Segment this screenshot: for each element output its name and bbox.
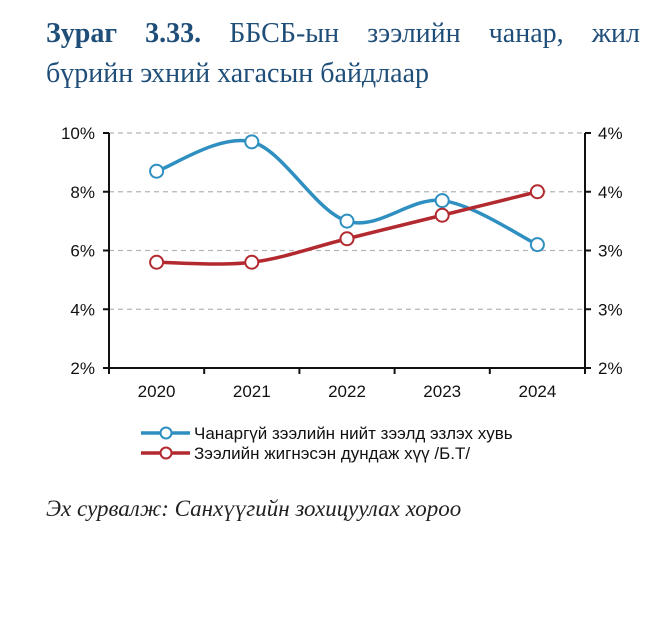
- right-tick-label: 3%: [598, 300, 623, 319]
- right-tick-label: 4%: [598, 124, 623, 143]
- left-tick-label: 4%: [70, 300, 95, 319]
- right-tick-label: 2%: [598, 359, 623, 378]
- legend: Чанаргүй зээлийн нийт зээлд эзлэх хувьЗэ…: [141, 424, 513, 463]
- data-point: [149, 254, 165, 270]
- legend-label: Зээлийн жигнэсэн дундаж хүү /Б.Т/: [194, 444, 470, 463]
- data-point: [244, 134, 260, 150]
- x-tick-label: 2020: [138, 382, 176, 401]
- x-tick-label: 2024: [518, 382, 556, 401]
- data-point: [529, 184, 545, 200]
- legend-swatch-marker: [159, 446, 173, 460]
- left-tick-label: 6%: [70, 242, 95, 261]
- figure-title: Зураг 3.33. ББСБ-ын зээлийн чанар, жил б…: [46, 14, 640, 94]
- data-point: [434, 193, 450, 209]
- right-axis-ticks: 4% 4% 3% 3% 2%: [585, 124, 623, 378]
- data-point: [339, 231, 355, 247]
- x-tick-label: 2022: [328, 382, 366, 401]
- legend-label: Чанаргүй зээлийн нийт зээлд эзлэх хувь: [194, 424, 513, 443]
- data-point: [529, 237, 545, 253]
- gridlines: [109, 132, 585, 310]
- x-tick-label: 2023: [423, 382, 461, 401]
- x-axis-ticks: 2020 2021 2022 2023 2024: [108, 368, 586, 401]
- legend-item: Чанаргүй зээлийн нийт зээлд эзлэх хувь: [141, 424, 513, 443]
- left-tick-label: 10%: [61, 124, 95, 143]
- line-chart: 10%8%6%4%2% 4%4%3%3%2% 2020 2021 2022 2023 2…: [61, 124, 623, 463]
- series-2: [149, 184, 545, 270]
- series-1: [149, 134, 545, 253]
- title-line-1: Зураг 3.33. ББСБ-ын зээлийн чанар, жил: [46, 14, 640, 54]
- title-line-2: бүрийн эхний хагасын байдлаар: [46, 58, 430, 89]
- right-tick-label: 4%: [598, 183, 623, 202]
- x-tick-label: 2021: [233, 382, 271, 401]
- title-text-1: ББСБ-ын зээлийн чанар, жил: [229, 18, 640, 49]
- legend-item: Зээлийн жигнэсэн дундаж хүү /Б.Т/: [141, 444, 470, 463]
- data-point: [434, 207, 450, 223]
- legend-swatch-marker: [159, 426, 173, 440]
- series-group: [149, 134, 545, 270]
- left-tick-label: 8%: [70, 183, 95, 202]
- data-point: [244, 254, 260, 270]
- right-tick-label: 3%: [598, 242, 623, 261]
- left-tick-label: 2%: [70, 359, 95, 378]
- data-point: [149, 163, 165, 179]
- source-note: Эх сурвалж: Санхүүгийн зохицуулах хороо: [46, 496, 462, 521]
- data-point: [339, 213, 355, 229]
- figure-label: Зураг 3.33.: [46, 18, 202, 49]
- series-line: [154, 138, 540, 247]
- left-axis-ticks: 10% 8% 6% 4% 2%: [61, 124, 109, 378]
